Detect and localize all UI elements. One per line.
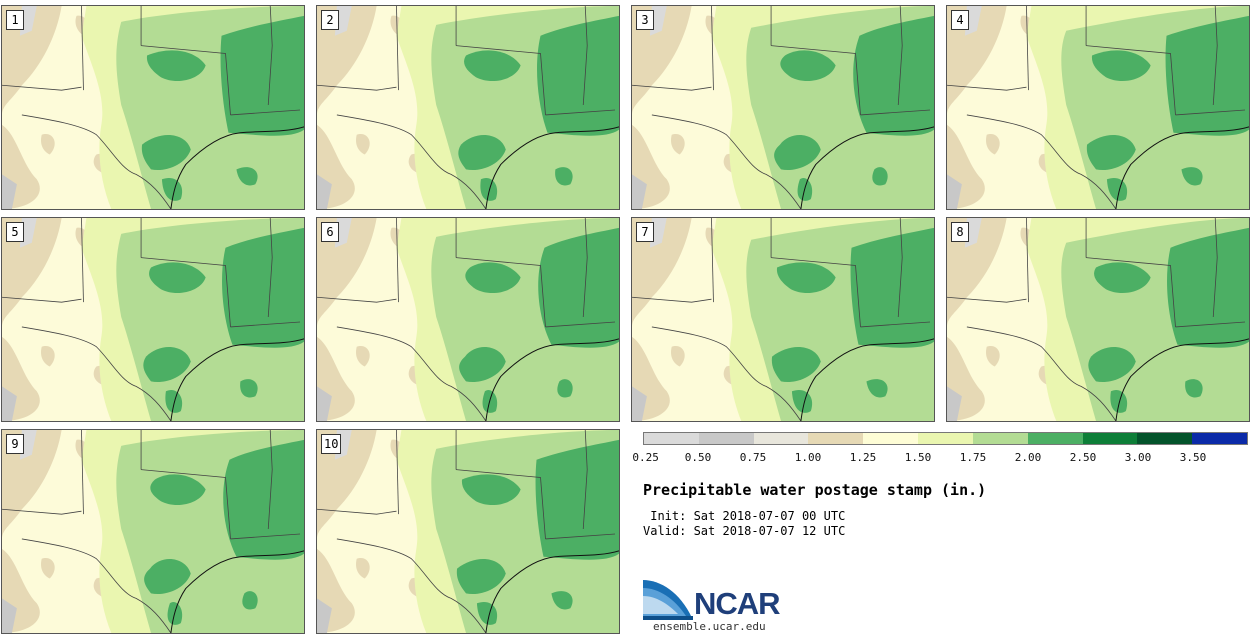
map-panel-2: 2: [316, 5, 620, 210]
map-panel-1: 1: [1, 5, 305, 210]
site-url: ensemble.ucar.edu: [653, 620, 766, 633]
colorbar-segment: [644, 433, 699, 444]
map-field: [2, 430, 304, 633]
map-field: [2, 218, 304, 421]
colorbar-segment: [808, 433, 864, 444]
map-field: [632, 6, 934, 209]
map-field: [317, 430, 619, 633]
map-panel-5: 5: [1, 217, 305, 422]
colorbar-tick-label: 3.50: [1179, 451, 1207, 464]
colorbar-tick-label: 0.25: [632, 451, 659, 464]
map-panel-7: 7: [631, 217, 935, 422]
map-panel-4: 4: [946, 5, 1250, 210]
panel-number-label: 4: [951, 10, 969, 30]
panel-number-label: 2: [321, 10, 339, 30]
colorbar-tick-label: 2.50: [1069, 451, 1097, 464]
init-time: Init: Sat 2018-07-07 00 UTC: [643, 509, 846, 523]
map-panel-10: 10: [316, 429, 620, 634]
panel-number-label: 8: [951, 222, 969, 242]
colorbar-tick-label: 0.75: [739, 451, 767, 464]
colorbar-segment: [753, 433, 809, 444]
colorbar-segment: [1082, 433, 1138, 444]
colorbar-tick-label: 3.00: [1124, 451, 1152, 464]
map-panel-3: 3: [631, 5, 935, 210]
map-field: [947, 218, 1249, 421]
colorbar-tick-label: 1.50: [904, 451, 932, 464]
ncar-logo: NCAR: [642, 578, 792, 622]
colorbar: [643, 432, 1248, 445]
colorbar-tick-label: 1.75: [959, 451, 987, 464]
map-panel-8: 8: [946, 217, 1250, 422]
figure-title: Precipitable water postage stamp (in.): [643, 481, 987, 499]
map-field: [947, 6, 1249, 209]
panel-number-label: 3: [636, 10, 654, 30]
panel-number-label: 5: [6, 222, 24, 242]
valid-time: Valid: Sat 2018-07-07 12 UTC: [643, 524, 846, 538]
colorbar-tick-label: 0.50: [684, 451, 712, 464]
map-field: [632, 218, 934, 421]
map-panel-6: 6: [316, 217, 620, 422]
colorbar-segment: [698, 433, 754, 444]
colorbar-segment: [863, 433, 919, 444]
panel-number-label: 10: [321, 434, 342, 454]
map-panel-9: 9: [1, 429, 305, 634]
colorbar-tick-label: 1.25: [849, 451, 877, 464]
colorbar-segment: [1192, 433, 1247, 444]
colorbar-segment: [1137, 433, 1193, 444]
colorbar-segment: [918, 433, 973, 444]
map-field: [2, 6, 304, 209]
colorbar-tick-label: 1.00: [794, 451, 822, 464]
panel-number-label: 7: [636, 222, 654, 242]
map-field: [317, 6, 619, 209]
ncar-swoosh-icon: [643, 580, 693, 620]
ncar-logo-text: NCAR: [694, 586, 781, 621]
colorbar-tick-label: 2.00: [1014, 451, 1042, 464]
colorbar-segment: [972, 433, 1028, 444]
map-field: [317, 218, 619, 421]
panel-number-label: 6: [321, 222, 339, 242]
colorbar-segment: [1027, 433, 1083, 444]
panel-number-label: 1: [6, 10, 24, 30]
colorbar-ticks: 0.25 0.50 0.75 1.00 1.25 1.50 1.75 2.00 2.50 3.00…: [632, 451, 1248, 465]
panel-number-label: 9: [6, 434, 24, 454]
